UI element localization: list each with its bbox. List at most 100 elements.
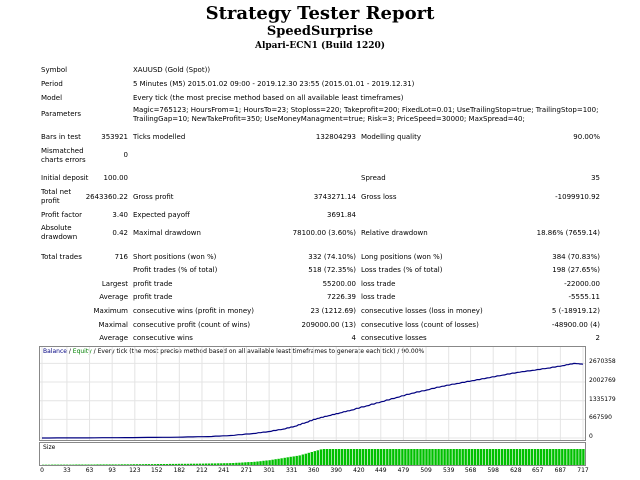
profit-trades-label: Profit trades (% of total) bbox=[133, 266, 218, 274]
caption-balance: Balance bbox=[43, 348, 67, 355]
bars-label: Bars in test bbox=[41, 133, 81, 141]
mismatch-value: 0 bbox=[123, 151, 128, 159]
size-bar bbox=[434, 449, 437, 465]
size-bar bbox=[322, 449, 326, 465]
size-bar bbox=[226, 463, 229, 465]
size-bar bbox=[141, 464, 144, 465]
long-value: 384 (70.83%) bbox=[552, 253, 600, 261]
size-bar bbox=[543, 449, 546, 465]
maximum-label: Maximum bbox=[93, 307, 129, 315]
mismatch-label-2: charts errors bbox=[41, 156, 86, 164]
size-bar bbox=[549, 449, 552, 465]
size-bar bbox=[524, 449, 528, 465]
size-bar bbox=[440, 449, 443, 465]
size-bar bbox=[214, 463, 217, 465]
x-tick-label: 301 bbox=[263, 467, 275, 474]
size-bar bbox=[159, 464, 163, 465]
size-bar bbox=[491, 449, 495, 465]
size-bar bbox=[310, 452, 313, 465]
size-bar bbox=[494, 449, 498, 465]
maxdd-value: 78100.00 (3.60%) bbox=[292, 229, 356, 237]
y-tick-label: 2002769 bbox=[589, 377, 616, 385]
maxdd-label: Maximal drawdown bbox=[133, 229, 201, 237]
grossloss-value: -1099910.92 bbox=[555, 193, 600, 201]
average-consec-label: Average bbox=[99, 334, 128, 342]
size-bar bbox=[380, 449, 383, 465]
y-tick-label: 667590 bbox=[589, 414, 612, 422]
size-bar bbox=[307, 452, 310, 465]
size-bar bbox=[431, 449, 434, 465]
chart-caption: Balance / Equity / Every tick (the most … bbox=[43, 348, 424, 356]
size-chart: Size bbox=[39, 442, 586, 466]
size-bar bbox=[476, 449, 479, 465]
size-bar bbox=[537, 449, 540, 465]
netprofit-value: 2643360.22 bbox=[85, 193, 128, 201]
size-bar bbox=[298, 455, 301, 465]
size-bar bbox=[361, 449, 365, 465]
size-bar bbox=[271, 459, 274, 465]
model-label: Model bbox=[41, 94, 63, 102]
x-tick-label: 33 bbox=[63, 467, 71, 474]
size-bar bbox=[352, 449, 356, 465]
x-tick-label: 123 bbox=[129, 467, 141, 474]
size-bar bbox=[530, 449, 534, 465]
size-bar bbox=[84, 464, 87, 465]
size-bar bbox=[156, 464, 160, 465]
size-bar bbox=[280, 458, 283, 465]
size-bar bbox=[262, 460, 265, 465]
size-bar bbox=[355, 449, 359, 465]
size-bar bbox=[455, 449, 458, 465]
size-bar bbox=[582, 449, 585, 465]
netprofit-label-2: profit bbox=[41, 197, 60, 205]
average-loss-label: loss trade bbox=[361, 293, 396, 301]
caption-sep: / bbox=[66, 348, 73, 355]
size-bar bbox=[488, 449, 492, 465]
size-bar bbox=[108, 464, 111, 465]
size-bar bbox=[328, 449, 332, 465]
size-bar bbox=[268, 460, 271, 465]
grossloss-label: Gross loss bbox=[361, 193, 397, 201]
balance-chart: Balance / Equity / Every tick (the most … bbox=[39, 346, 586, 441]
size-bar bbox=[208, 463, 211, 465]
size-bar bbox=[274, 459, 277, 465]
size-bar bbox=[211, 463, 214, 465]
x-tick-label: 93 bbox=[108, 467, 116, 474]
size-bar bbox=[561, 449, 564, 465]
x-tick-label: 539 bbox=[442, 467, 455, 474]
size-bar bbox=[325, 449, 329, 465]
symbol-label: Symbol bbox=[41, 66, 68, 74]
balance-line bbox=[42, 362, 584, 439]
maximum-wins-label: consecutive wins (profit in money) bbox=[133, 307, 255, 315]
size-bar bbox=[334, 449, 338, 465]
size-bar bbox=[464, 449, 467, 465]
size-bar bbox=[117, 464, 120, 465]
deposit-value: 100.00 bbox=[103, 174, 129, 182]
size-bar bbox=[105, 464, 108, 465]
size-bar bbox=[343, 449, 347, 465]
size-bar bbox=[295, 455, 298, 465]
x-tick-label: 449 bbox=[375, 467, 387, 474]
size-bar bbox=[129, 464, 132, 465]
size-bar bbox=[579, 449, 582, 465]
report-title: Strategy Tester Report bbox=[205, 3, 435, 24]
x-tick-label: 657 bbox=[531, 467, 544, 474]
y-tick-label: 1335179 bbox=[589, 395, 616, 403]
size-bar bbox=[407, 449, 410, 465]
size-bar bbox=[482, 449, 485, 465]
size-bar bbox=[358, 449, 362, 465]
size-bar bbox=[238, 462, 241, 465]
short-label: Short positions (won %) bbox=[133, 253, 217, 261]
size-bar bbox=[189, 463, 193, 465]
size-bar bbox=[253, 461, 256, 465]
size-bar bbox=[497, 449, 501, 465]
size-bar bbox=[546, 449, 549, 465]
x-tick-label: 598 bbox=[487, 467, 499, 474]
size-bar bbox=[437, 449, 440, 465]
size-bar bbox=[503, 449, 507, 465]
size-bar bbox=[398, 449, 401, 465]
caption-equity: Equity bbox=[72, 348, 92, 355]
y-tick-label: 2670358 bbox=[589, 358, 616, 366]
average-label: Average bbox=[99, 293, 128, 301]
size-bar bbox=[383, 449, 386, 465]
size-bar bbox=[401, 449, 404, 465]
